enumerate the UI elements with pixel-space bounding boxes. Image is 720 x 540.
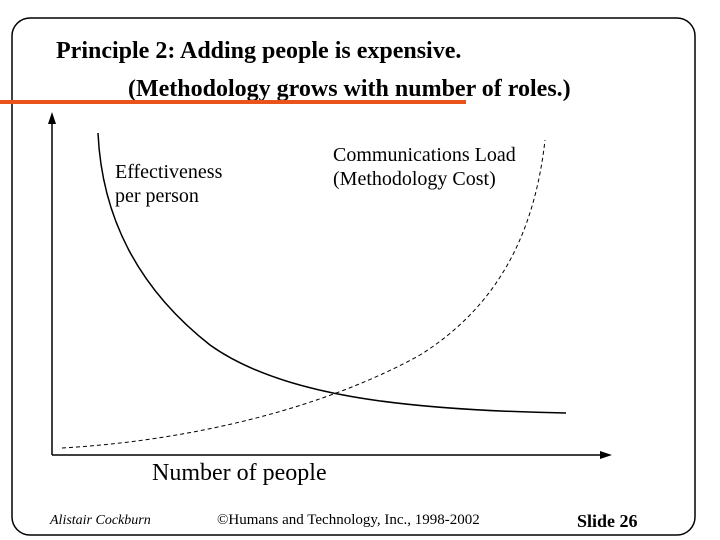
curve-label: (Methodology Cost) <box>333 168 496 190</box>
title-line: (Methodology grows with number of roles.… <box>128 76 571 102</box>
x-axis-label: Number of people <box>152 460 327 486</box>
axis-arrow <box>600 451 612 459</box>
curve-label: Effectiveness <box>115 161 223 183</box>
title-line: Principle 2: Adding people is expensive. <box>56 38 461 64</box>
curve-label: Communications Load <box>333 144 516 166</box>
slide-number: Slide 26 <box>577 511 638 531</box>
slide-border <box>11 17 696 536</box>
communication-curve <box>61 139 546 449</box>
axis-arrow <box>48 112 56 124</box>
footer-author: Alistair Cockburn <box>49 513 151 528</box>
effectiveness-curve <box>97 132 567 414</box>
footer-copyright: ©Humans and Technology, Inc., 1998-2002 <box>217 512 480 528</box>
curve-label: per person <box>115 185 199 207</box>
